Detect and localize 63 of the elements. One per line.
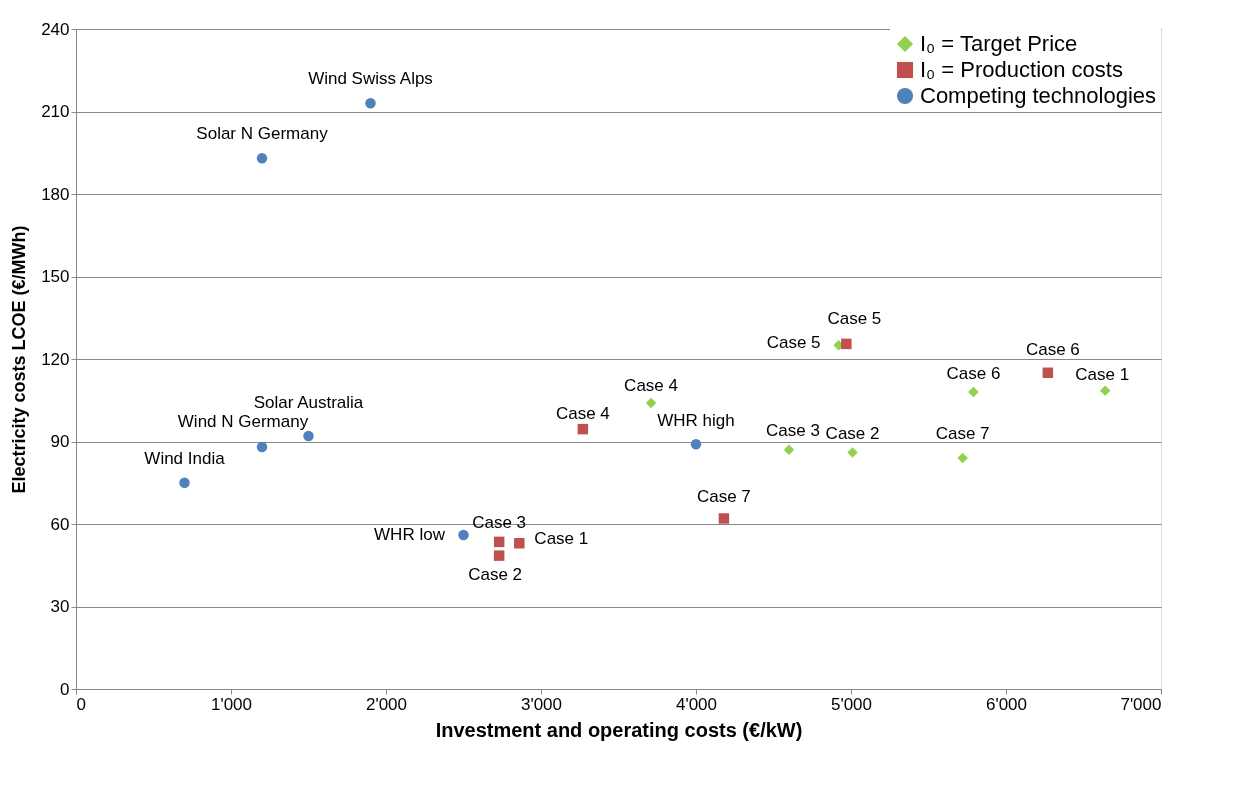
annotation: Case 5	[827, 308, 882, 328]
annotation: Case 7	[935, 424, 990, 443]
x-tick-label: 6'000	[985, 694, 1028, 714]
point	[256, 153, 268, 164]
y-tick-label: 150	[41, 267, 70, 286]
annotation: Solar N Germany	[196, 124, 329, 144]
point	[514, 538, 525, 549]
legend-label: Competing technologies	[920, 83, 1157, 108]
point	[957, 452, 968, 464]
point	[179, 477, 190, 488]
annotation: Wind N Germany	[177, 412, 309, 431]
annotation: Case 2	[468, 564, 523, 584]
annotation: Case 3	[766, 420, 820, 440]
y-tick-label: 180	[41, 184, 70, 204]
point	[303, 430, 314, 442]
point	[577, 423, 589, 435]
point	[256, 441, 268, 453]
y-tick-label: 210	[41, 102, 70, 121]
point	[493, 550, 505, 561]
y-tick-label: 90	[50, 432, 70, 451]
y-axis-title: Electricity costs LCOE (€/MWh)	[9, 225, 30, 494]
x-tick-label: 0	[76, 694, 86, 714]
point	[1099, 385, 1111, 396]
x-tick-label: 5'000	[830, 694, 873, 714]
legend-label: I₀ = Production costs	[920, 57, 1123, 82]
point	[783, 444, 795, 455]
x-tick-label: 7'000	[1120, 694, 1162, 714]
y-tick-label: 120	[41, 349, 70, 369]
annotation: WHR high	[657, 411, 735, 431]
point	[847, 447, 858, 458]
annotation: Case 2	[825, 423, 880, 443]
y-tick-label: 30	[50, 597, 70, 616]
annotation: WHR low	[374, 525, 446, 544]
point	[841, 338, 852, 350]
annotation: Case 7	[696, 486, 751, 506]
annotation: Wind India	[144, 448, 226, 468]
point	[690, 439, 702, 450]
y-tick-label: 240	[41, 19, 70, 39]
point	[493, 536, 505, 548]
y-tick-label: 0	[60, 679, 70, 699]
annotation: Case 1	[1075, 364, 1130, 384]
legend-label: I₀ = Target Price	[920, 31, 1078, 56]
annotation: Case 1	[534, 529, 589, 549]
x-tick-label: 3'000	[520, 694, 563, 714]
annotation: Case 3	[472, 512, 527, 532]
annotation: Case 6	[1025, 339, 1080, 359]
x-tick-label: 2'000	[365, 694, 408, 714]
point	[718, 513, 730, 524]
point	[365, 98, 376, 109]
annotation: Case 6	[946, 364, 1001, 383]
x-tick-label: 4'000	[675, 694, 718, 714]
point	[968, 386, 979, 398]
annotation: Case 4	[624, 376, 678, 395]
point	[458, 529, 469, 541]
y-tick-label: 60	[50, 514, 70, 534]
annotation: Solar Australia	[253, 393, 364, 412]
annotation: Case 4	[555, 404, 610, 424]
x-axis-title: Investment and operating costs (€/kW)	[435, 718, 803, 741]
point	[645, 397, 657, 409]
x-tick-label: 1'000	[210, 694, 253, 714]
annotation: Wind Swiss Alps	[308, 69, 433, 89]
point	[1042, 367, 1054, 378]
annotation: Case 5	[766, 333, 821, 353]
